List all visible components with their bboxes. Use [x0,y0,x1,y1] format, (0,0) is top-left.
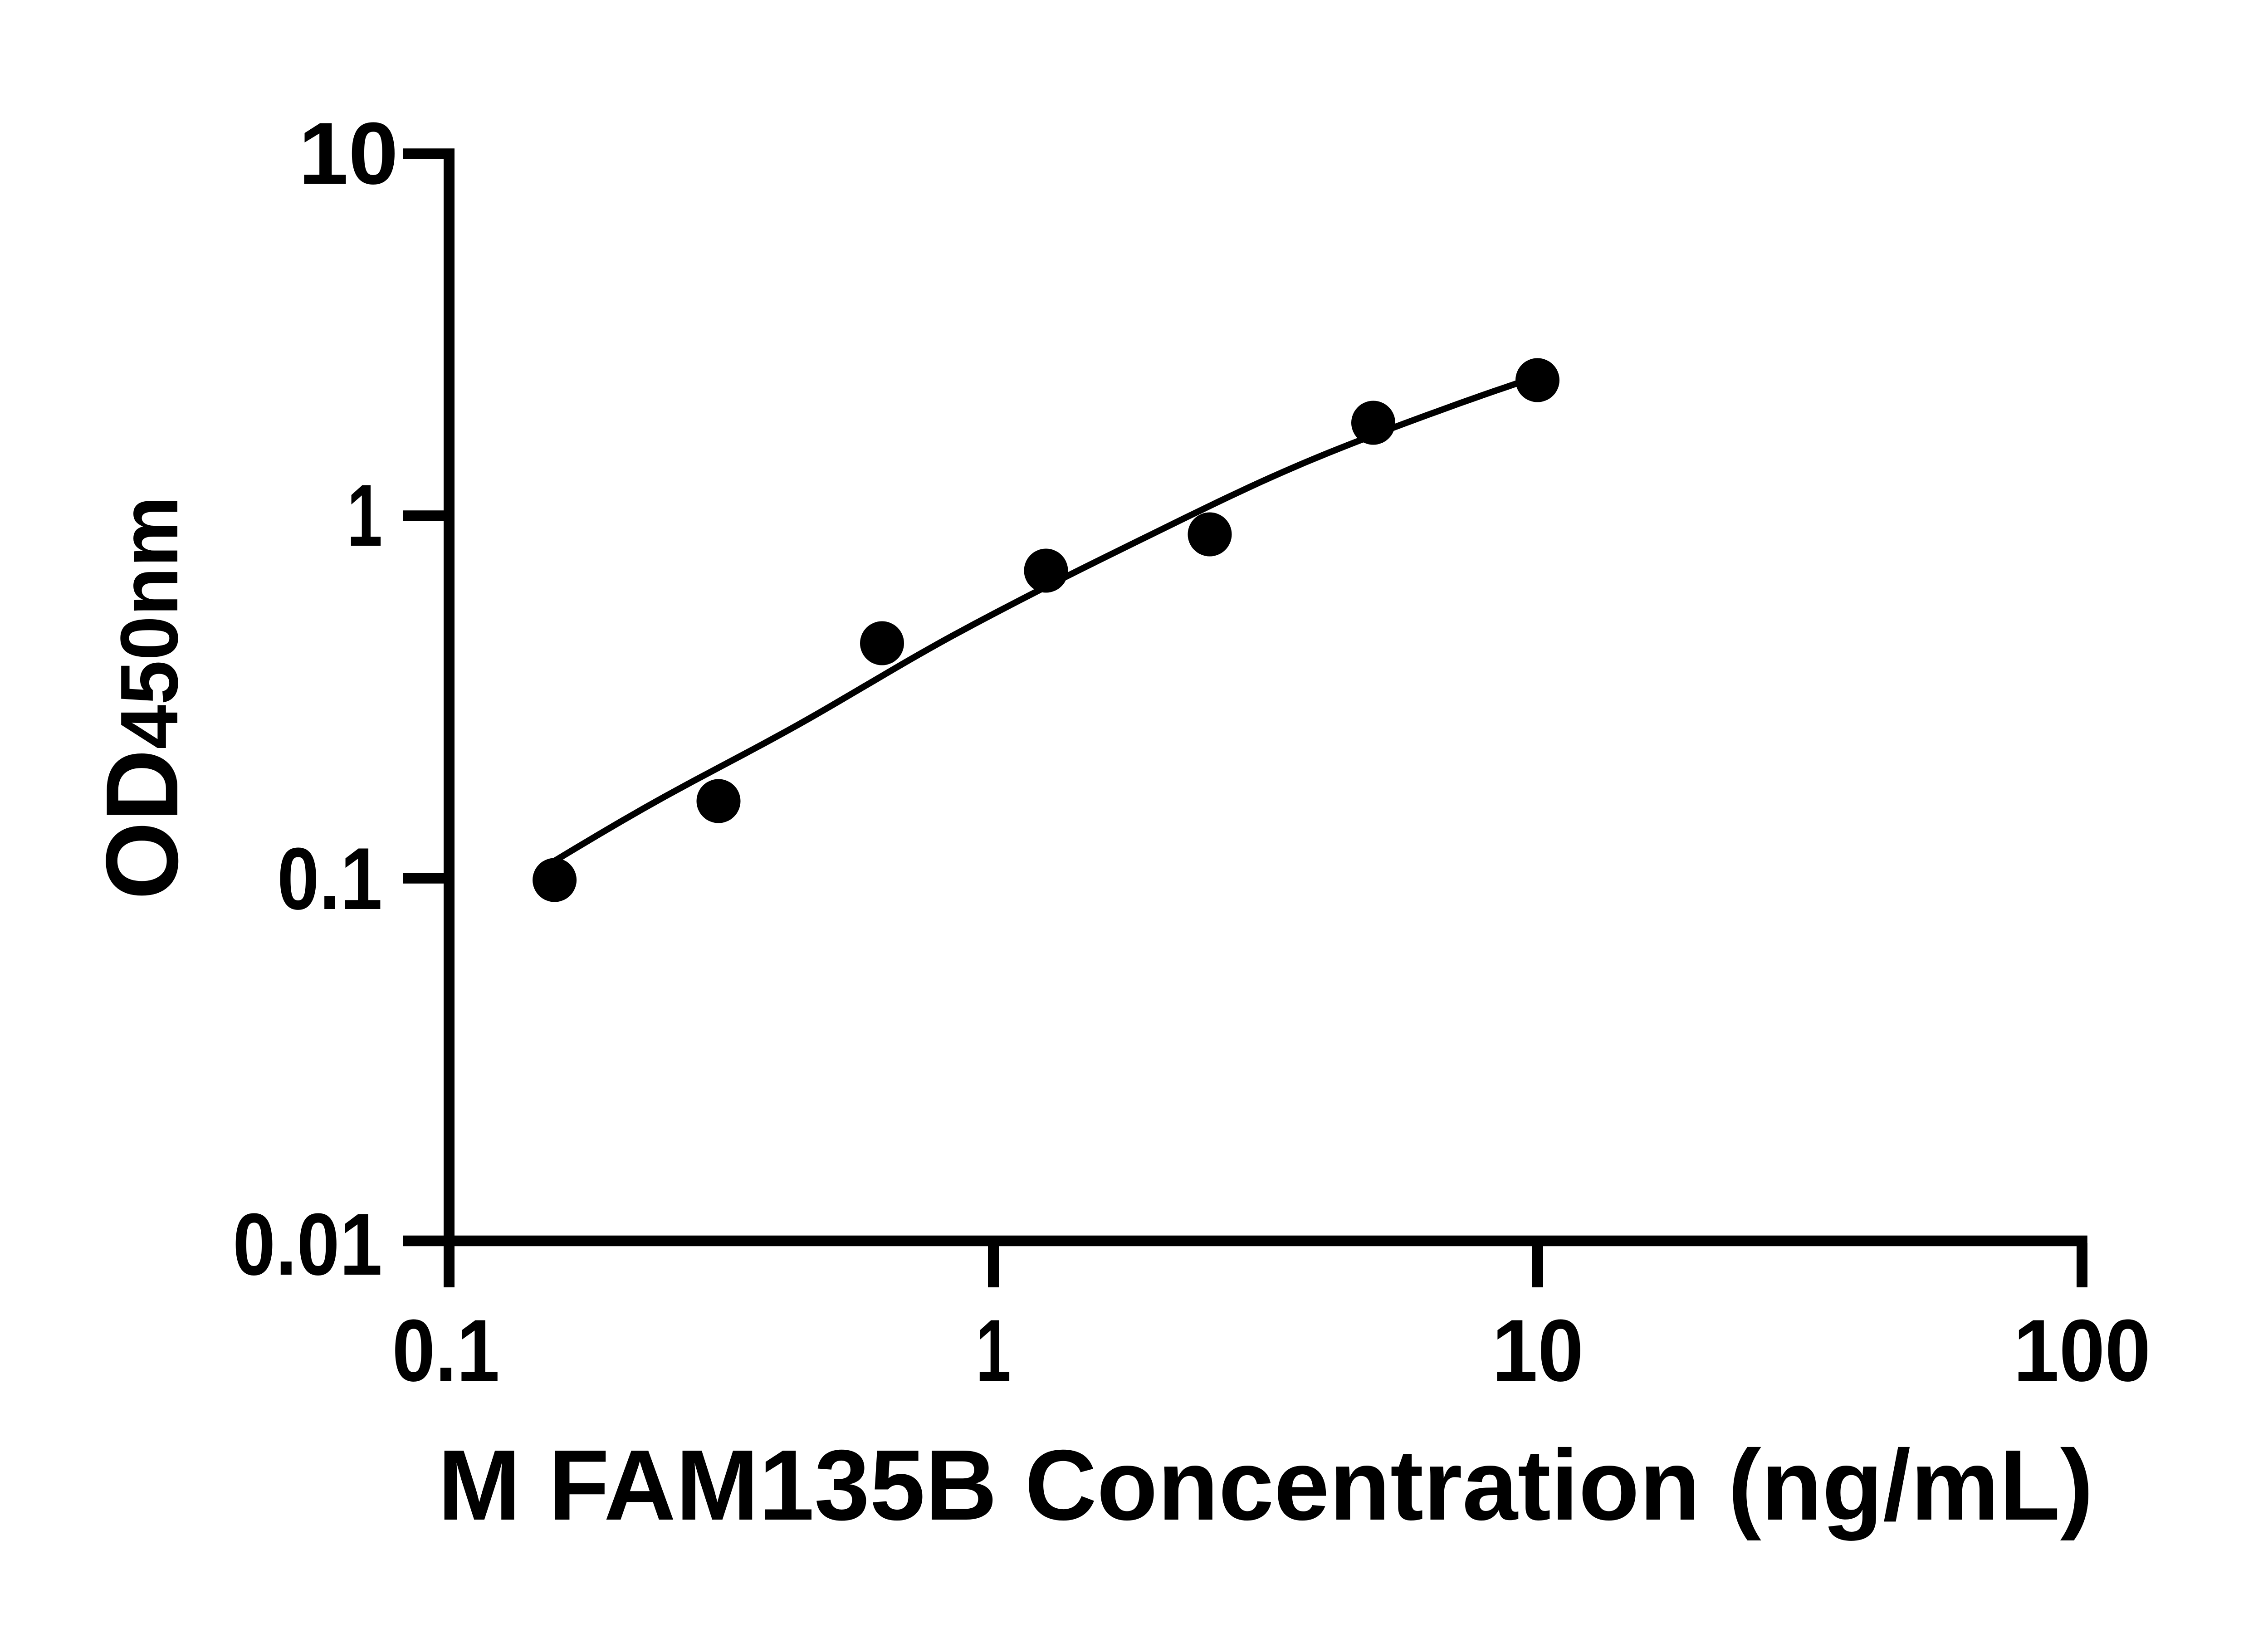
svg-text:0.1: 0.1 [392,1301,500,1400]
svg-text:OD450nm: OD450nm [84,496,199,900]
svg-text:0.01: 0.01 [233,1195,382,1294]
svg-text:10: 10 [298,104,398,203]
svg-text:0.1: 0.1 [277,830,382,928]
svg-text:1: 1 [347,466,382,565]
svg-text:1: 1 [976,1301,1011,1400]
svg-text:100: 100 [2014,1301,2151,1400]
svg-text:10: 10 [1492,1301,1584,1400]
svg-text:M FAM135B Concentration (ng/mL: M FAM135B Concentration (ng/mL) [438,1429,2093,1541]
